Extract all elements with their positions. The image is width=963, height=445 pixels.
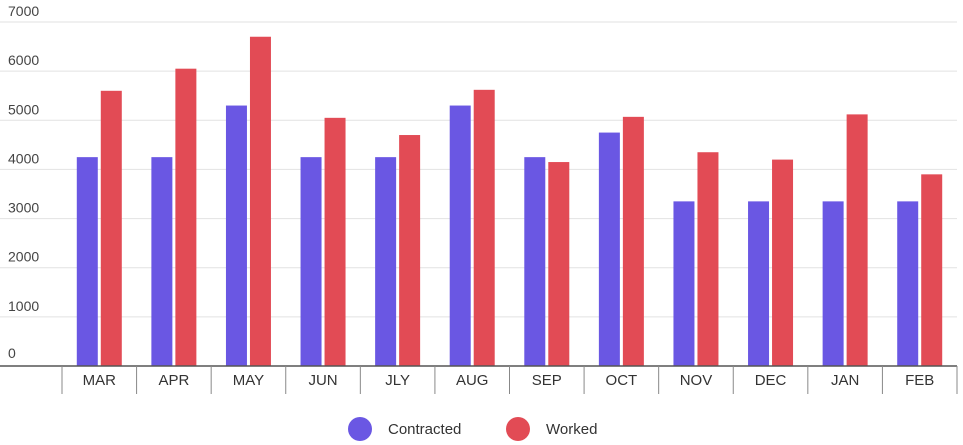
bar-contracted-nov xyxy=(673,201,695,366)
x-tick-label: APR xyxy=(158,372,189,389)
bar-contracted-aug xyxy=(449,105,471,367)
x-tick-label: FEB xyxy=(905,372,934,389)
bar-worked-may xyxy=(249,36,271,366)
bar-worked-apr xyxy=(175,68,197,366)
x-tick-label: NOV xyxy=(680,372,713,389)
bar-contracted-may xyxy=(225,105,247,367)
x-tick-label: MAR xyxy=(83,372,117,389)
bar-worked-mar xyxy=(100,90,122,367)
bar-worked-jun xyxy=(324,117,346,366)
x-tick-label: SEP xyxy=(532,372,562,389)
legend-item-worked[interactable]: Worked xyxy=(506,417,597,441)
y-tick-label: 7000 xyxy=(8,3,39,19)
y-tick-label: 6000 xyxy=(8,52,39,68)
bar-contracted-feb xyxy=(897,201,919,366)
bars xyxy=(76,36,943,367)
legend-swatch-contracted xyxy=(348,417,372,441)
bar-contracted-jly xyxy=(375,157,397,366)
x-tick-label: OCT xyxy=(606,372,638,389)
bar-worked-dec xyxy=(772,159,794,366)
x-tick-label: AUG xyxy=(456,372,489,389)
x-tick-label: JAN xyxy=(831,372,859,389)
bar-worked-aug xyxy=(473,89,495,367)
bar-worked-oct xyxy=(622,116,644,367)
legend[interactable]: Contracted Worked xyxy=(348,417,597,441)
x-tick-label: JUN xyxy=(308,372,337,389)
y-axis-tick-labels: 0 1000 2000 3000 4000 5000 6000 7000 xyxy=(8,3,39,361)
y-tick-label: 5000 xyxy=(8,101,39,117)
legend-label: Contracted xyxy=(388,421,461,438)
bar-contracted-sep xyxy=(524,157,546,366)
bar-contracted-jan xyxy=(822,201,844,366)
bar-worked-feb xyxy=(921,174,943,366)
y-tick-label: 0 xyxy=(8,345,16,361)
bar-worked-sep xyxy=(548,162,570,366)
bar-contracted-apr xyxy=(151,157,173,366)
x-axis: MAR APR MAY JUN JLY AUG SEP OCT NOV DEC JAN FEB xyxy=(0,365,958,394)
x-tick-label: DEC xyxy=(755,372,787,389)
y-tick-label: 3000 xyxy=(8,200,39,216)
bar-contracted-mar xyxy=(76,157,98,366)
legend-label: Worked xyxy=(546,421,597,438)
x-tick-label: MAY xyxy=(233,372,264,389)
bar-worked-jan xyxy=(846,114,868,366)
legend-item-contracted[interactable]: Contracted xyxy=(348,417,461,441)
bar-contracted-dec xyxy=(748,201,770,366)
bar-worked-jly xyxy=(399,135,421,366)
bar-contracted-jun xyxy=(300,157,322,366)
y-tick-label: 2000 xyxy=(8,249,39,265)
x-tick-label: JLY xyxy=(385,372,410,389)
bar-contracted-oct xyxy=(598,132,620,366)
y-tick-label: 1000 xyxy=(8,298,39,314)
legend-swatch-worked xyxy=(506,417,530,441)
bar-worked-nov xyxy=(697,152,719,366)
y-tick-label: 4000 xyxy=(8,150,39,166)
